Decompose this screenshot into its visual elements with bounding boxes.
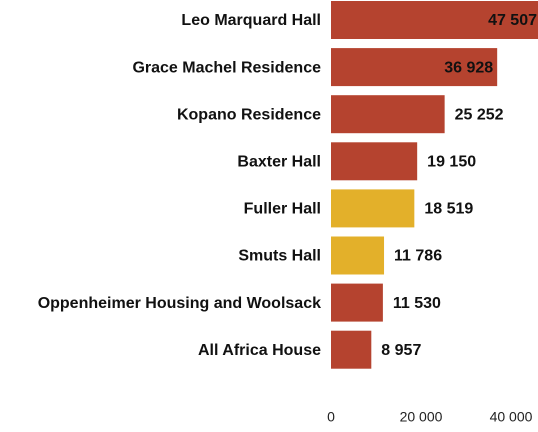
bar bbox=[331, 283, 383, 322]
x-tick-label: 40 000 bbox=[490, 409, 533, 425]
category-label: Baxter Hall bbox=[237, 154, 321, 171]
value-label: 11 786 bbox=[394, 248, 442, 265]
bar bbox=[331, 236, 385, 275]
value-label: 36 928 bbox=[444, 59, 493, 76]
x-tick-label: 20 000 bbox=[400, 409, 443, 425]
bar bbox=[331, 1, 538, 39]
category-label: Leo Marquard Hall bbox=[181, 12, 321, 29]
category-label: Oppenheimer Housing and Woolsack bbox=[38, 295, 321, 312]
value-label: 18 519 bbox=[424, 201, 473, 218]
bar bbox=[331, 142, 418, 181]
category-label: Fuller Hall bbox=[244, 201, 321, 218]
bar bbox=[331, 48, 498, 87]
category-label: All Africa House bbox=[198, 342, 321, 359]
value-label: 8 957 bbox=[381, 342, 421, 359]
x-tick-label: 0 bbox=[327, 409, 335, 425]
value-label: 19 150 bbox=[427, 154, 476, 171]
bar bbox=[331, 95, 445, 134]
value-label: 11 530 bbox=[393, 295, 441, 312]
category-label: Grace Machel Residence bbox=[132, 59, 321, 76]
category-label: Kopano Residence bbox=[177, 106, 321, 123]
category-label: Smuts Hall bbox=[238, 248, 321, 265]
value-label: 47 507 bbox=[488, 12, 537, 29]
bar bbox=[331, 330, 372, 369]
bar bbox=[331, 189, 415, 228]
value-label: 25 252 bbox=[455, 106, 504, 123]
